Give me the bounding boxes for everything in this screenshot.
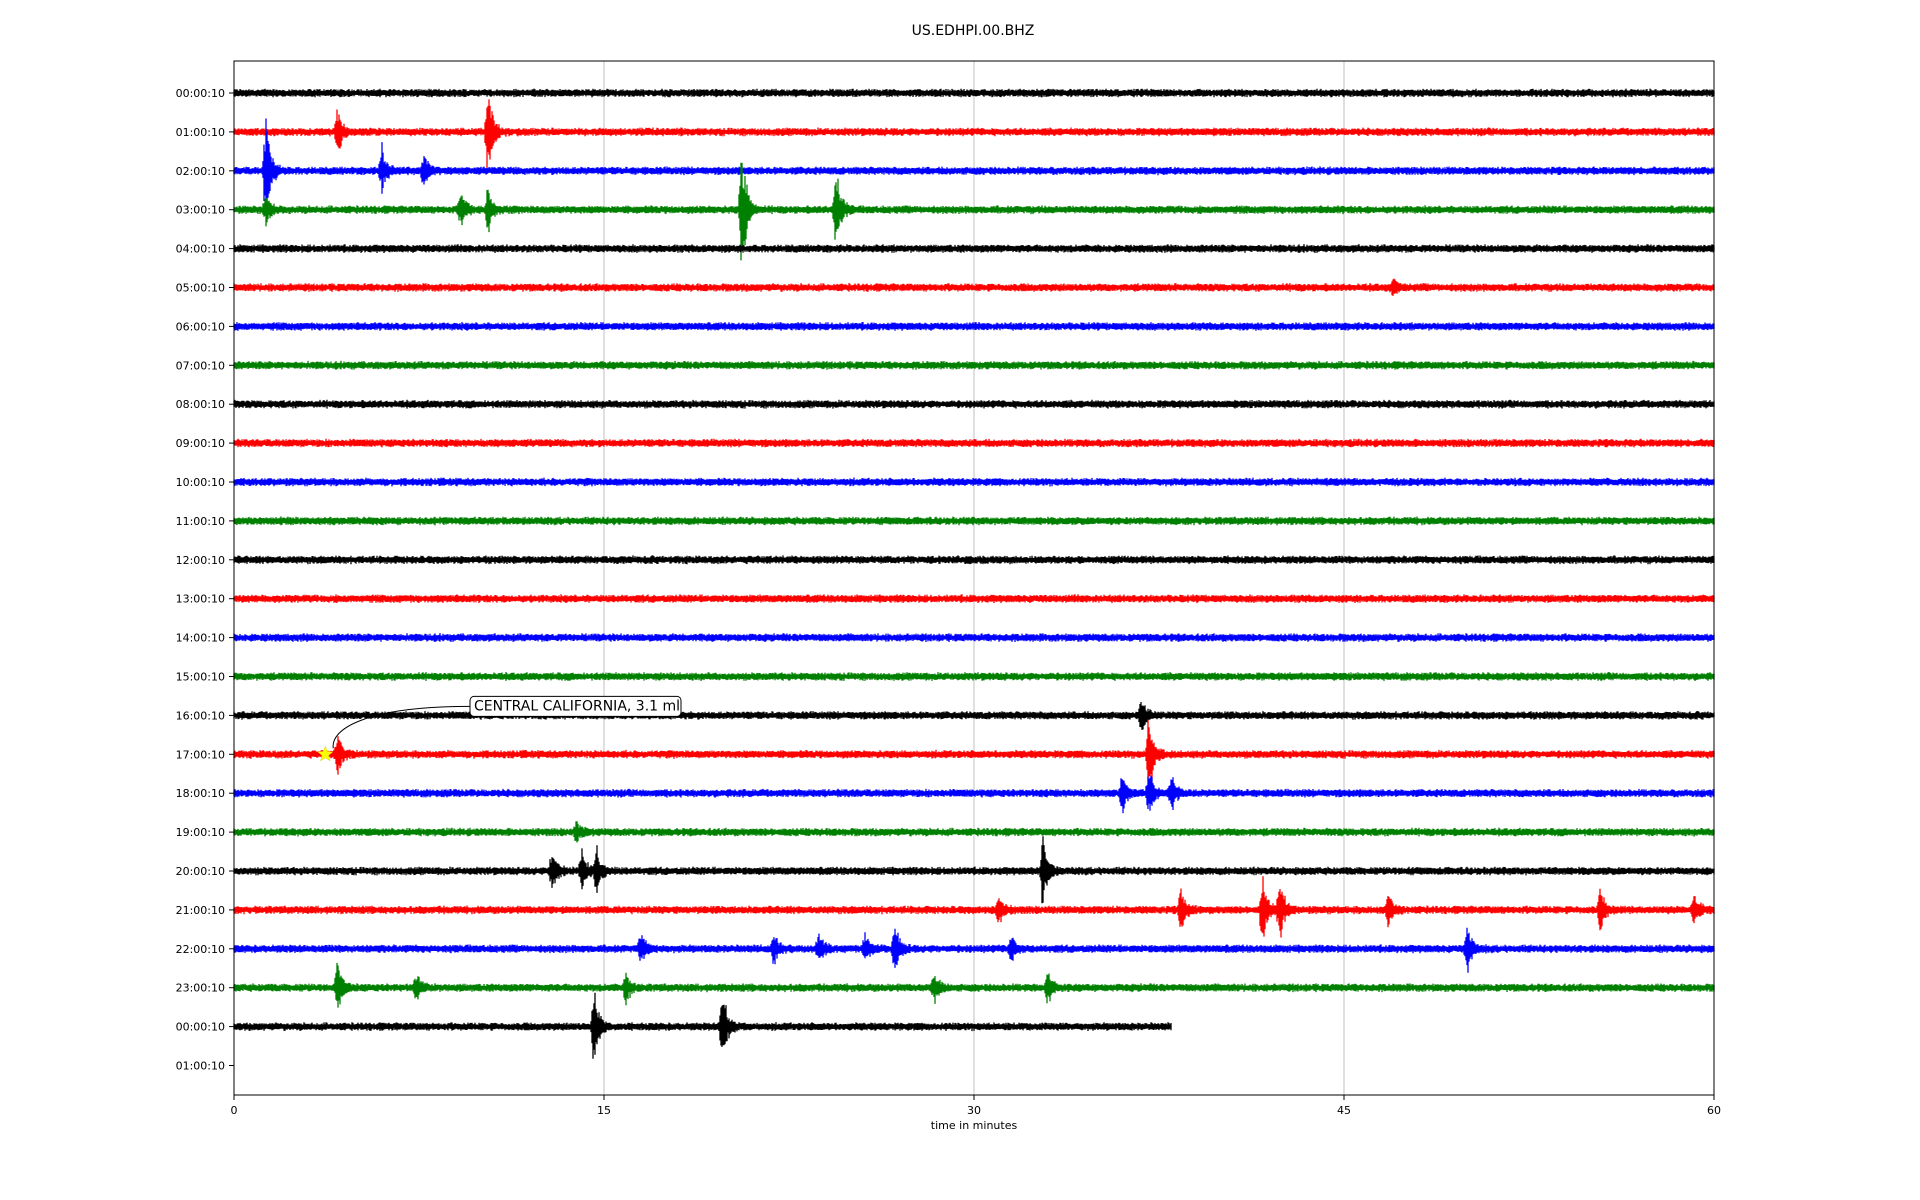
y-axis-tick-labels: 00:00:10 01:00:10 02:00:10 03:00:10 04:00:10… — [176, 87, 234, 1073]
y-tick-label: 22:00:10 — [176, 943, 225, 956]
y-tick-label: 04:00:10 — [176, 243, 225, 256]
annotation-label: CENTRAL CALIFORNIA, 3.1 ml — [474, 698, 680, 714]
trace-14 — [233, 633, 1715, 642]
event-star-icon — [317, 745, 334, 762]
y-tick-label: 02:00:10 — [176, 165, 225, 178]
annotation-box — [469, 695, 682, 717]
y-tick-label: 19:00:10 — [176, 826, 225, 839]
y-tick-label: 14:00:10 — [176, 632, 225, 645]
x-axis-label: time in minutes — [931, 1119, 1018, 1132]
y-tick-label: 06:00:10 — [176, 320, 225, 333]
y-tick-label: 11:00:10 — [176, 515, 225, 528]
x-tick-label: 0 — [231, 1104, 238, 1117]
y-tick-label: 00:00:10 — [176, 87, 225, 100]
y-tick-label: 12:00:10 — [176, 554, 225, 567]
chart-title: US.EDHPI.00.BHZ — [912, 23, 1035, 39]
grid-lines — [603, 61, 1345, 1095]
y-tick-label: 09:00:10 — [176, 437, 225, 450]
trace-8 — [233, 399, 1715, 409]
x-axis-ticks: 0 15 30 45 60 — [231, 1095, 1721, 1117]
x-tick-label: 60 — [1707, 1104, 1721, 1117]
x-tick-label: 15 — [597, 1104, 611, 1117]
y-tick-label: 05:00:10 — [176, 282, 225, 295]
y-tick-label: 13:00:10 — [176, 593, 225, 606]
y-tick-label: 01:00:10 — [176, 126, 225, 139]
trace-24 — [233, 992, 1172, 1059]
annotation-connector — [332, 705, 471, 749]
y-tick-label: 10:00:10 — [176, 476, 225, 489]
y-tick-label: 16:00:10 — [176, 709, 225, 722]
y-tick-label: 23:00:10 — [176, 982, 225, 995]
event-annotation: CENTRAL CALIFORNIA, 3.1 ml — [317, 695, 682, 762]
y-tick-label: 08:00:10 — [176, 398, 225, 411]
trace-9 — [233, 438, 1715, 448]
y-tick-label: 18:00:10 — [176, 787, 225, 800]
x-tick-label: 45 — [1337, 1104, 1351, 1117]
y-tick-label: 15:00:10 — [176, 671, 225, 684]
x-tick-label: 30 — [967, 1104, 981, 1117]
y-tick-label: 01:00:10 — [176, 1060, 225, 1073]
y-tick-label: 20:00:10 — [176, 865, 225, 878]
y-tick-label: 00:00:10 — [176, 1021, 225, 1034]
y-tick-label: 03:00:10 — [176, 204, 225, 217]
y-tick-label: 21:00:10 — [176, 904, 225, 917]
y-tick-label: 07:00:10 — [176, 359, 225, 372]
plot-frame — [233, 60, 1715, 1096]
y-tick-label: 17:00:10 — [176, 748, 225, 761]
